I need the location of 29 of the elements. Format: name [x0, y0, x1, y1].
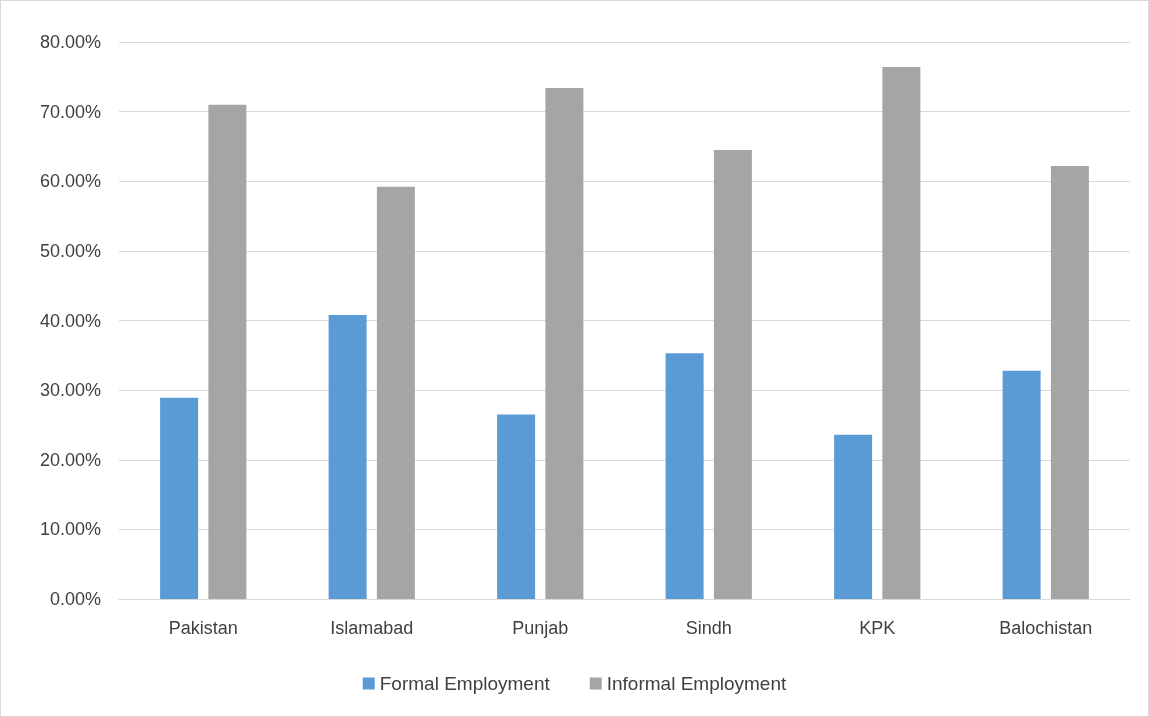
- y-tick-label: 50.00%: [39, 240, 101, 261]
- bar: [497, 414, 536, 599]
- x-tick-label: Islamabad: [330, 618, 414, 638]
- bar: [882, 67, 921, 599]
- x-tick-label: Pakistan: [168, 618, 238, 638]
- y-tick-label: 40.00%: [39, 310, 101, 331]
- bar: [545, 87, 584, 599]
- bar: [713, 149, 752, 599]
- legend-label: Formal Employment: [379, 673, 551, 694]
- bar: [160, 397, 199, 599]
- y-tick-label: 20.00%: [39, 449, 101, 470]
- y-tick-label: 0.00%: [49, 589, 101, 609]
- x-tick-label: Punjab: [512, 618, 569, 638]
- y-tick-label: 30.00%: [39, 380, 101, 401]
- bar: [328, 314, 367, 599]
- bar: [1002, 370, 1041, 599]
- y-tick-label: 80.00%: [39, 32, 101, 52]
- bar: [834, 434, 873, 599]
- bar: [665, 353, 704, 599]
- legend-label: Informal Employment: [606, 673, 787, 694]
- x-tick-label: KPK: [859, 618, 896, 638]
- y-tick-label: 60.00%: [39, 171, 101, 192]
- bar: [1050, 165, 1089, 599]
- bar: [208, 104, 247, 599]
- x-tick-label: Balochistan: [999, 618, 1093, 638]
- x-tick-label: Sindh: [685, 618, 732, 638]
- y-tick-label: 70.00%: [39, 101, 101, 122]
- y-tick-label: 10.00%: [39, 519, 101, 540]
- bar: [376, 186, 415, 599]
